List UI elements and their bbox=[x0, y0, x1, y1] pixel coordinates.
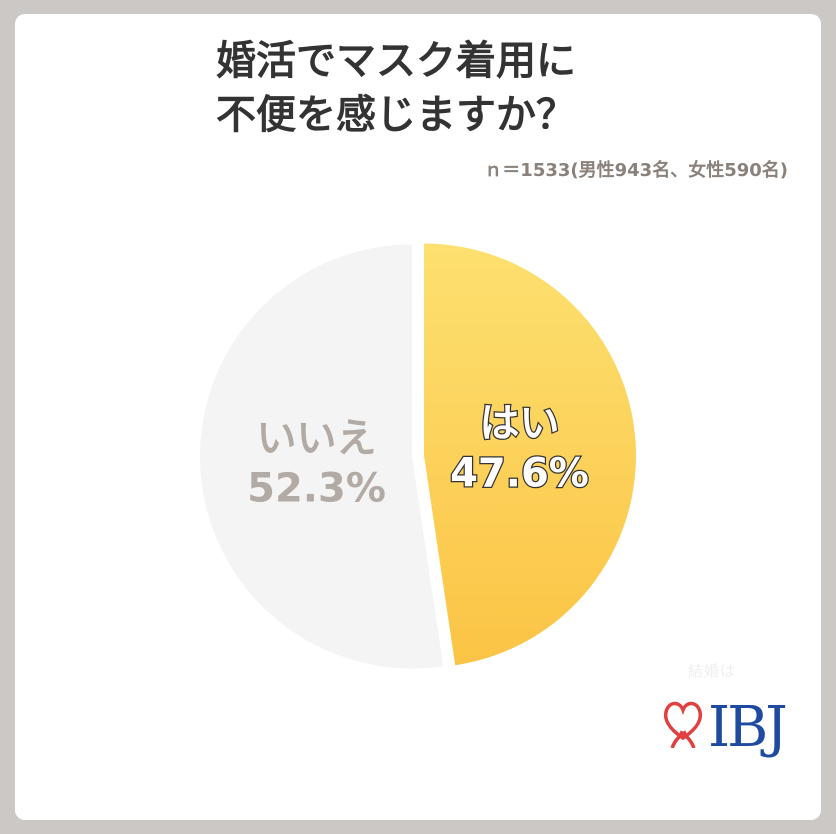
slice-label-no-name: いいえ bbox=[257, 416, 377, 462]
slice-label-yes-value: 47.6% bbox=[450, 450, 589, 496]
chart-card bbox=[15, 14, 821, 820]
sample-size-note: ｎ＝1533(男性943名、女性590名) bbox=[484, 160, 788, 181]
logo-brand: IBJ bbox=[708, 695, 788, 760]
heart-icon bbox=[663, 701, 703, 748]
chart-title-line-2: 不便を感じますか？ bbox=[216, 92, 576, 138]
logo-tagline: 結婚は bbox=[688, 662, 737, 680]
chart-title: 婚活でマスク着用に 不便を感じますか？ bbox=[216, 34, 576, 142]
ibj-logo: IBJ bbox=[658, 690, 798, 770]
pie-slice-yes bbox=[423, 243, 636, 666]
chart-title-line-1: 婚活でマスク着用に bbox=[216, 38, 576, 84]
slice-label-yes-name: はい bbox=[479, 400, 559, 446]
pie-slice-no bbox=[200, 244, 444, 669]
slice-label-no-value: 52.3% bbox=[247, 466, 386, 512]
